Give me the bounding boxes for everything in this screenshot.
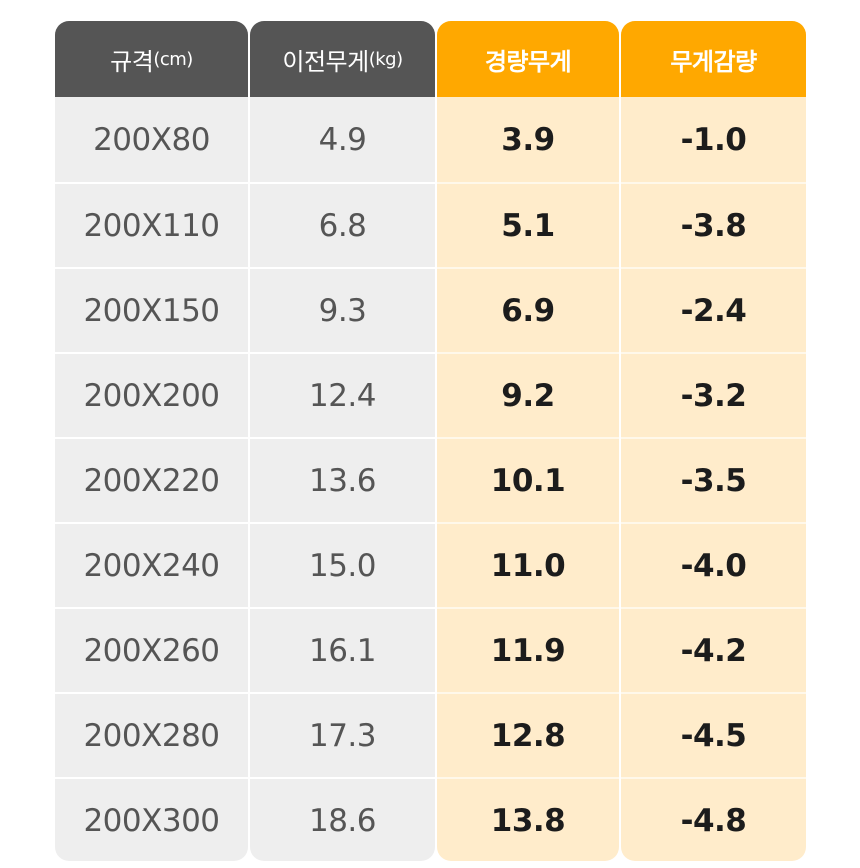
cell-diff-0: -1.0 (680, 121, 747, 158)
cell-light-6: 11.9 (437, 607, 619, 692)
cell-diff-3: -3.2 (621, 352, 806, 437)
column-weight-reduction: 무게감량 -1.0 -3.8 -2.4 -3.2 -3.5 -4.0 -4.2 … (621, 21, 806, 861)
cell-size-7: 200X280 (55, 692, 248, 777)
header-weight-reduction: 무게감량 (621, 21, 806, 97)
header-size: 규격 (cm) (55, 21, 248, 97)
column-light-weight: 경량무게 3.9 5.1 6.9 9.2 10.1 11.0 11.9 12.8… (437, 21, 619, 861)
cell-size-0: 200X80 (93, 121, 210, 158)
cell-prev-3: 12.4 (250, 352, 435, 437)
header-weight-reduction-label: 무게감량 (670, 47, 757, 76)
cell-diff-7: -4.5 (621, 692, 806, 777)
cell-prev-7: 17.3 (250, 692, 435, 777)
cell-prev-2: 9.3 (250, 267, 435, 352)
cell-prev-1: 6.8 (250, 182, 435, 267)
cell-size-6: 200X260 (55, 607, 248, 692)
cell-prev-0: 4.9 (318, 121, 367, 158)
cell-prev-6: 16.1 (250, 607, 435, 692)
cell-size-2: 200X150 (55, 267, 248, 352)
header-previous-weight: 이전무게 (kg) (250, 21, 435, 97)
cell-diff-1: -3.8 (621, 182, 806, 267)
cell-diff-6: -4.2 (621, 607, 806, 692)
header-previous-weight-label: 이전무게 (282, 47, 369, 76)
cell-light-5: 11.0 (437, 522, 619, 607)
cell-prev-5: 15.0 (250, 522, 435, 607)
cell-diff-4: -3.5 (621, 437, 806, 522)
header-light-weight: 경량무게 (437, 21, 619, 97)
cell-size-1: 200X110 (55, 182, 248, 267)
cell-light-0: 3.9 (501, 121, 555, 158)
column-size: 규격 (cm) 200X80 200X110 200X150 200X200 20… (55, 21, 248, 861)
header-size-unit: (cm) (153, 48, 193, 70)
cell-light-1: 5.1 (437, 182, 619, 267)
cell-diff-5: -4.0 (621, 522, 806, 607)
cell-light-3: 9.2 (437, 352, 619, 437)
cell-light-7: 12.8 (437, 692, 619, 777)
column-previous-weight: 이전무게 (kg) 4.9 6.8 9.3 12.4 13.6 15.0 16.1… (250, 21, 435, 861)
cell-diff-8: -4.8 (621, 777, 806, 861)
cell-prev-4: 13.6 (250, 437, 435, 522)
header-light-weight-label: 경량무게 (484, 47, 572, 76)
cell-size-5: 200X240 (55, 522, 248, 607)
cell-size-4: 200X220 (55, 437, 248, 522)
cell-prev-8: 18.6 (250, 777, 435, 861)
cell-size-8: 200X300 (55, 777, 248, 861)
cell-light-4: 10.1 (437, 437, 619, 522)
header-size-label: 규격 (110, 47, 154, 76)
cell-light-8: 13.8 (437, 777, 619, 861)
header-previous-weight-unit: (kg) (368, 48, 403, 70)
cell-diff-2: -2.4 (621, 267, 806, 352)
weight-comparison-table: 규격 (cm) 200X80 200X110 200X150 200X200 20… (55, 21, 806, 861)
cell-light-2: 6.9 (437, 267, 619, 352)
cell-size-3: 200X200 (55, 352, 248, 437)
